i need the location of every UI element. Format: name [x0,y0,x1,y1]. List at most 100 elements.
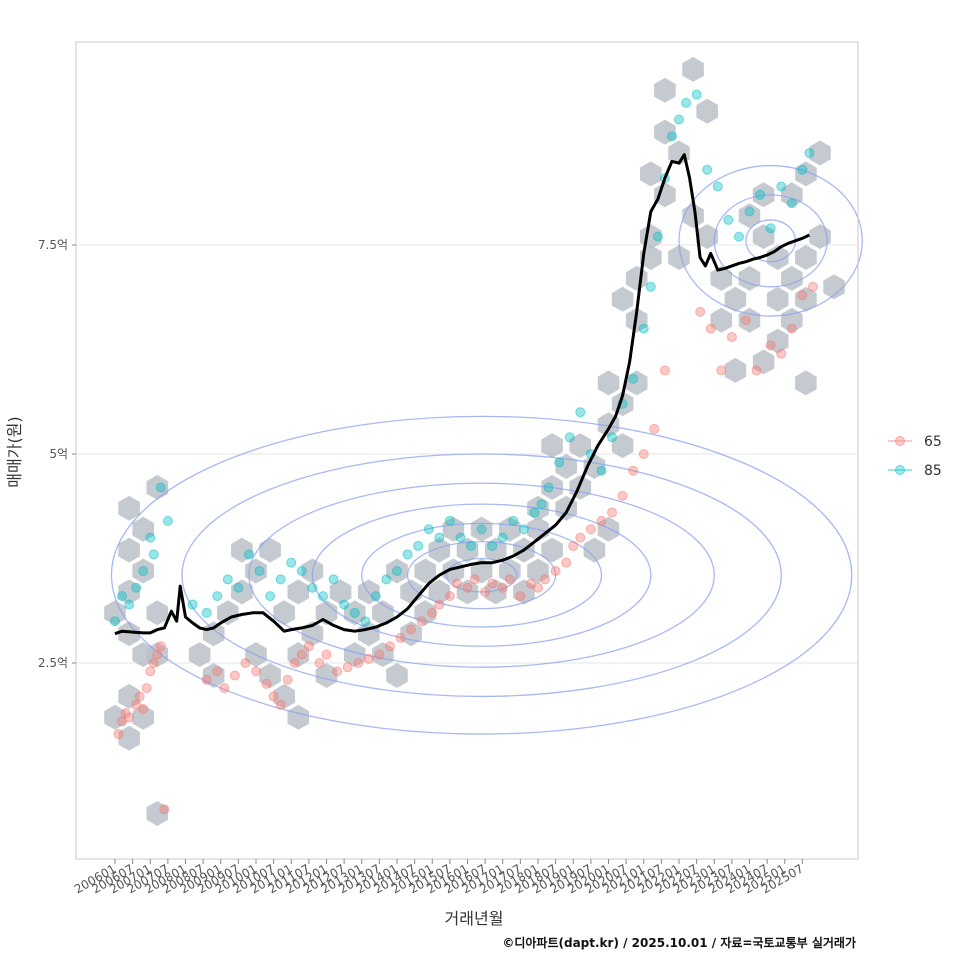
point-85 [138,566,149,577]
point-85 [596,465,607,476]
point-65 [303,641,314,652]
point-65 [229,670,240,681]
point-85 [702,164,713,175]
hexbin-cell [724,357,747,383]
point-65 [296,649,307,660]
point-65 [550,566,561,577]
hexbin-cell [118,495,140,521]
point-85 [666,131,677,142]
point-85 [148,549,159,560]
hexbin-cell [259,663,281,688]
x-axis-ticks: 2006012006072007012007072008012008072009… [72,859,806,897]
hexbin-cell [372,600,394,626]
point-65 [374,649,385,660]
point-65 [155,641,166,652]
hexbin-cell [132,558,154,584]
point-85 [296,566,307,577]
hexbin-cell [414,600,436,626]
hexbin-cell [555,454,577,479]
point-65 [469,574,480,585]
point-85 [723,214,734,225]
point-65 [282,674,293,685]
point-85 [187,599,198,610]
hexbin-cell [202,621,225,647]
point-85 [124,599,135,610]
point-85 [392,566,402,577]
hexbin-cell [724,286,747,312]
point-85 [222,574,233,585]
point-85 [349,607,360,618]
hexbin-cell [583,537,606,563]
hexbin-cell [132,704,154,730]
point-85 [360,616,371,627]
point-85 [607,432,618,443]
point-85 [145,532,156,543]
hexbin-cell [795,286,817,312]
point-65 [596,515,607,526]
point-65 [342,662,353,673]
point-65 [113,729,124,740]
hexbin-cell [442,516,465,542]
hexbin-cell [752,224,775,250]
hexbin-cell [597,370,620,396]
point-85 [328,574,339,585]
hexbin-cell [104,704,126,730]
point-85 [674,114,684,125]
point-65 [451,578,462,589]
point-65 [726,331,737,342]
y-tick-label: 7.5억 [38,238,68,252]
hexbin-cell [372,642,394,668]
point-85 [797,164,808,175]
hexbin-cell [118,537,140,563]
point-65 [705,323,716,334]
hexbin-cell [766,328,789,354]
point-65 [268,691,279,702]
point-85 [564,432,575,443]
hexbin-cell [738,307,761,333]
point-85 [628,373,639,384]
point-65 [585,524,596,535]
density-contour [445,557,518,593]
hexbin-cell [329,579,352,605]
point-65 [134,691,145,702]
hexbin-cell [287,579,310,605]
point-85 [307,582,318,593]
point-65 [353,658,364,668]
point-65 [568,540,579,551]
point-85 [131,582,142,593]
hexbin-cell [442,558,465,584]
hexbin-cell [386,558,408,584]
hexbin-cell [146,474,169,500]
point-65 [716,365,727,376]
point-65 [289,658,300,668]
point-65 [659,365,670,376]
hexbin-cell [428,579,451,605]
hexbin-cell [809,140,831,166]
point-65 [148,658,159,668]
hexbin-cell [287,642,310,668]
point-85 [765,223,776,234]
hexbin-cell [287,704,310,730]
hexbin-cell [456,537,479,563]
point-layer [110,89,818,815]
hexbin-cell [118,621,140,647]
point-85 [476,524,487,535]
point-65 [607,507,618,518]
point-85 [162,515,173,526]
point-65 [332,666,343,677]
hexbin-cell [484,579,507,605]
hexbin-cell [484,537,507,563]
point-65 [138,703,149,714]
hexbin-cell [146,801,169,826]
density-contour [181,453,782,698]
point-85 [423,524,434,535]
legend: 65 85 [888,434,942,479]
point-85 [645,281,656,292]
point-65 [427,607,438,618]
point-85 [233,582,244,593]
trend-layer [114,153,811,636]
hexbin-cell [217,600,239,626]
contour-layer [110,164,863,735]
point-85 [413,540,424,551]
hexbin-cell [795,245,817,270]
